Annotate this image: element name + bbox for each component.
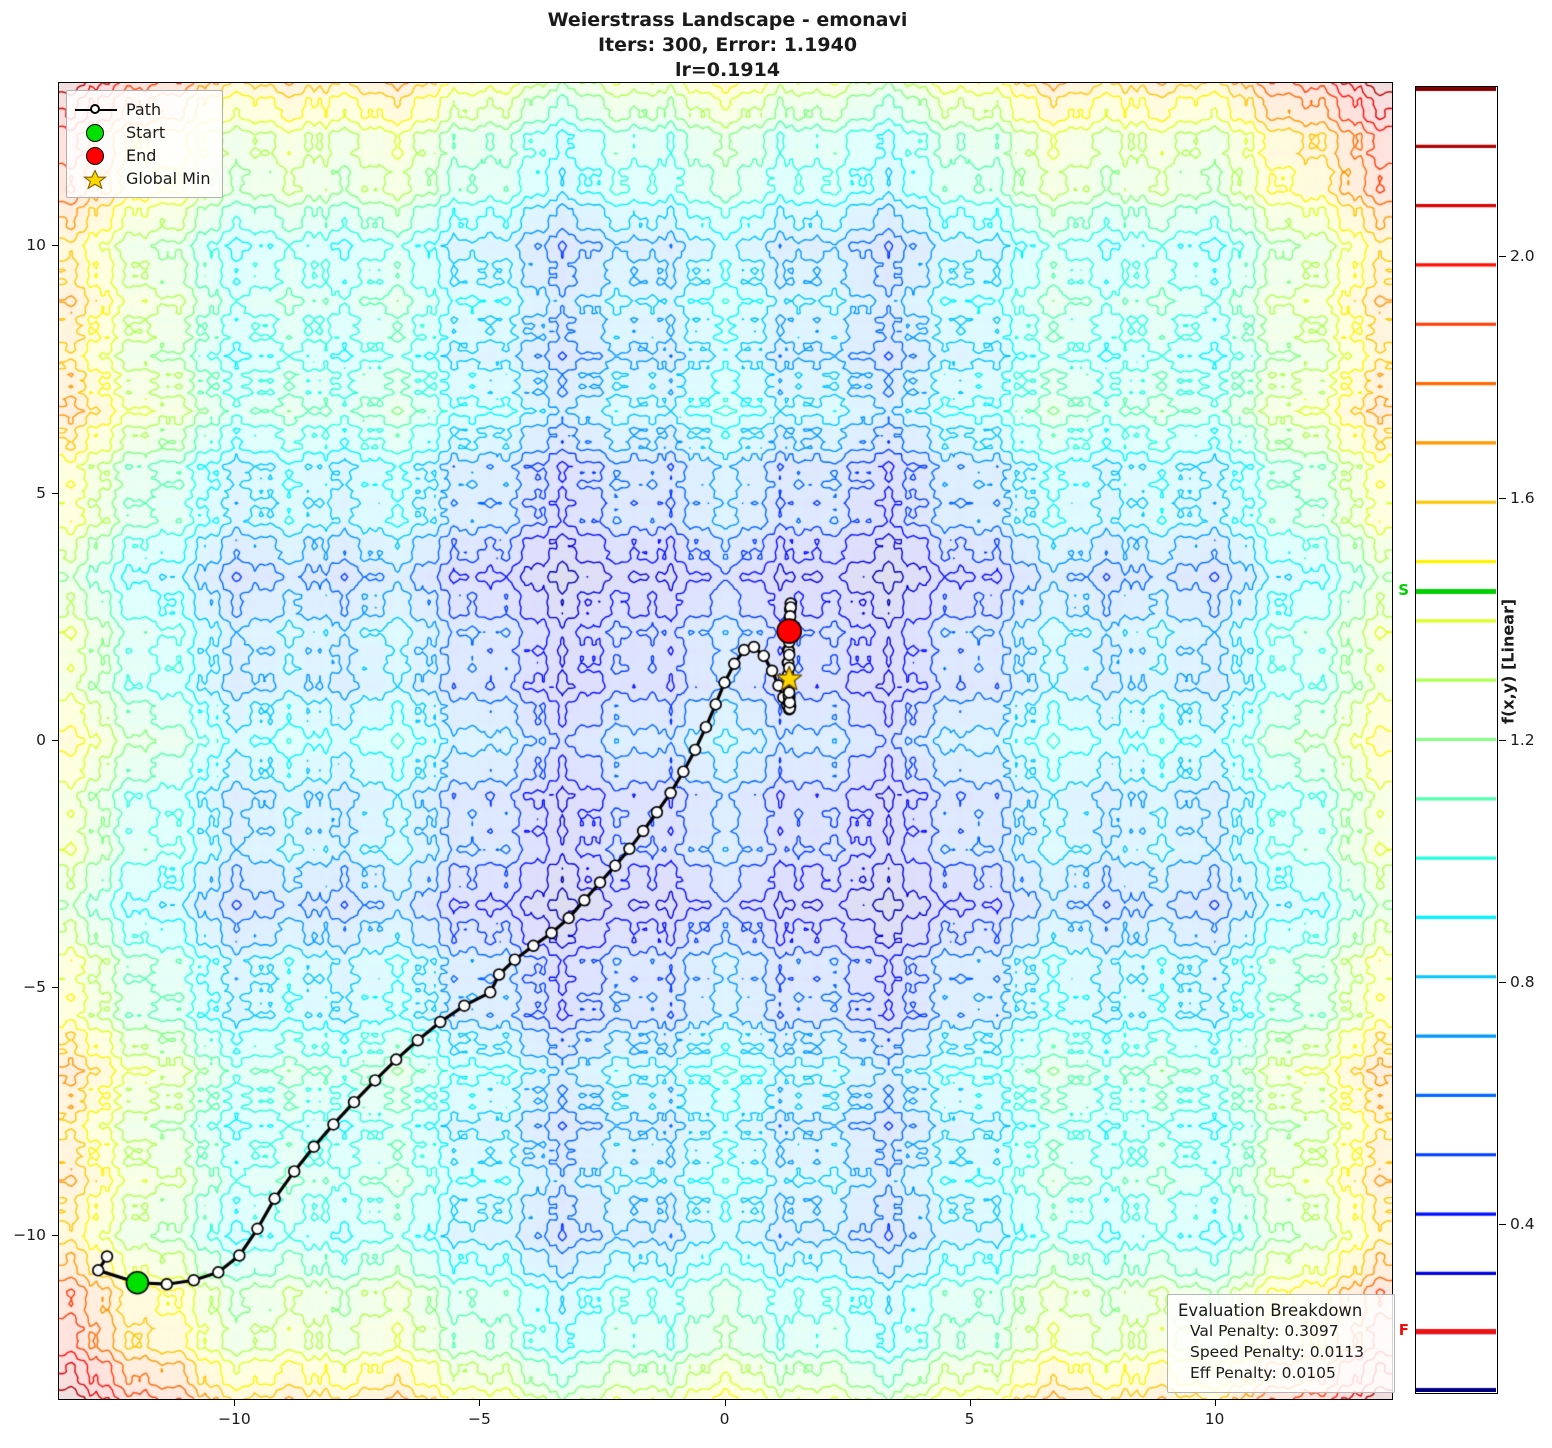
x-tick-mark <box>724 1400 726 1406</box>
y-tick-label: −10 <box>13 1225 46 1244</box>
y-tick-label: 5 <box>36 483 46 502</box>
legend-label-global-min: Global Min <box>126 169 211 188</box>
colorbar-marker-f: F <box>1398 1321 1409 1340</box>
y-tick-mark <box>52 1234 58 1236</box>
val-penalty-row: Val Penalty: 0.3097 <box>1190 1322 1339 1340</box>
colorbar-tick-label: 0.8 <box>1510 973 1535 992</box>
legend-label-start: Start <box>126 123 166 142</box>
colorbar <box>1415 86 1498 1394</box>
optimizer-path-canvas <box>59 83 1392 1399</box>
x-tick-mark <box>479 1400 481 1406</box>
colorbar-tick-label: 0.4 <box>1510 1215 1535 1234</box>
legend-label-path: Path <box>126 100 162 119</box>
evaluation-breakdown-box: Evaluation Breakdown Val Penalty: 0.3097… <box>1167 1294 1395 1393</box>
colorbar-tick-label: 1.2 <box>1510 731 1535 749</box>
y-tick-label: 0 <box>36 731 46 749</box>
colorbar-tick-mark <box>1499 497 1506 499</box>
legend-item-end: End <box>75 144 211 167</box>
plot-area <box>58 82 1393 1400</box>
x-tick-label: −5 <box>468 1410 491 1428</box>
y-tick-label: −5 <box>23 978 46 997</box>
legend-item-start: Start <box>75 121 211 144</box>
y-tick-mark <box>52 492 58 494</box>
legend-item-path: Path <box>75 98 211 121</box>
start-key-icon <box>75 123 117 143</box>
title-line-3: lr=0.1914 <box>674 59 781 81</box>
x-tick-mark <box>234 1400 236 1406</box>
colorbar-marker-s: S <box>1398 581 1409 600</box>
end-key-icon <box>75 146 117 166</box>
x-tick-label: −10 <box>218 1410 251 1428</box>
colorbar-tick-mark <box>1499 255 1506 257</box>
legend-label-end: End <box>126 146 157 165</box>
legend: Path Start End Global Min <box>66 90 223 198</box>
path-key-icon <box>75 100 117 120</box>
colorbar-tick-mark <box>1499 740 1506 741</box>
legend-item-global-min: Global Min <box>75 167 211 190</box>
colorbar-tick-label: 2.0 <box>1510 246 1535 265</box>
x-tick-mark <box>1214 1400 1216 1406</box>
y-tick-label: 10 <box>26 236 46 255</box>
colorbar-tick-label: 1.6 <box>1510 488 1535 507</box>
colorbar-levels-canvas <box>1416 87 1496 1392</box>
y-tick-mark <box>52 740 58 741</box>
y-tick-mark <box>52 245 58 247</box>
colorbar-tick-mark <box>1499 982 1506 984</box>
x-tick-label: 5 <box>964 1410 975 1428</box>
y-tick-mark <box>52 987 58 989</box>
chart-title: Weierstrass Landscape - emonavi Iters: 3… <box>0 8 1455 83</box>
x-tick-mark <box>969 1400 971 1406</box>
title-line-2: Iters: 300, Error: 1.1940 <box>597 34 858 56</box>
x-tick-label: 0 <box>719 1410 730 1428</box>
colorbar-axis-label: f(x,y) [Linear] <box>1498 598 1518 724</box>
title-line-1: Weierstrass Landscape - emonavi <box>547 9 908 31</box>
colorbar-tick-mark <box>1499 1224 1506 1226</box>
star-key-icon <box>75 168 117 190</box>
x-tick-label: 10 <box>1204 1410 1225 1428</box>
speed-penalty-row: Speed Penalty: 0.0113 <box>1190 1343 1364 1361</box>
eff-penalty-row: Eff Penalty: 0.0105 <box>1190 1364 1336 1382</box>
evaluation-breakdown-title: Evaluation Breakdown <box>1178 1301 1363 1320</box>
